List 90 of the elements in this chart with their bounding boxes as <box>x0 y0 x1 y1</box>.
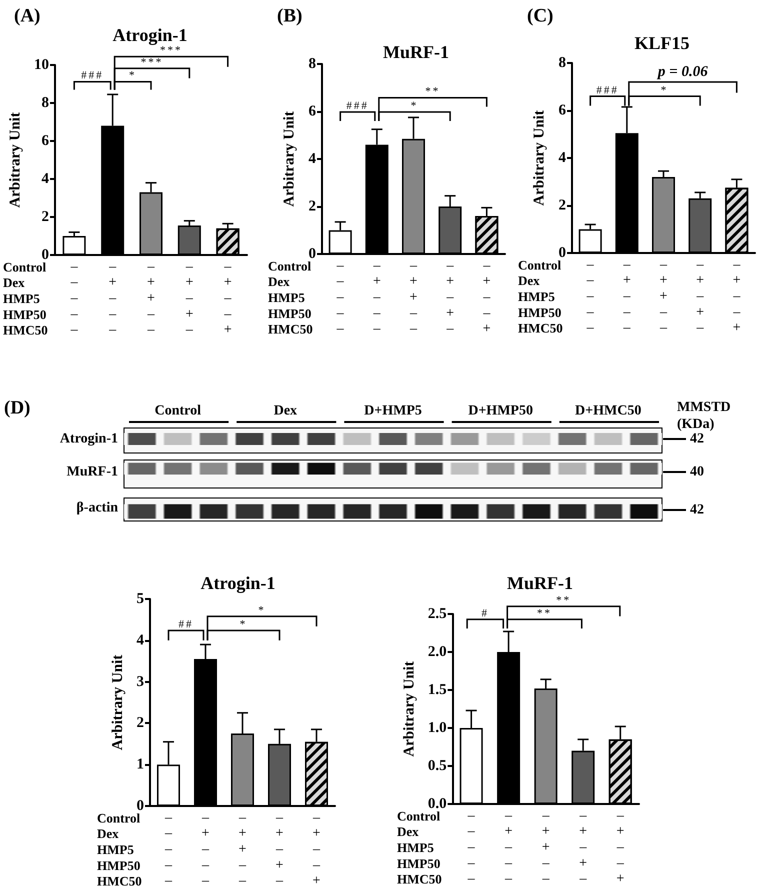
annotation: * <box>129 70 137 82</box>
y-tick-label: 2 <box>308 198 316 214</box>
annotation: ** <box>537 607 552 620</box>
x-tick-label: – – – – – <box>164 810 173 889</box>
chart-title: KLF15 <box>634 33 690 53</box>
y-tick-label: 1.0 <box>428 720 447 736</box>
x-tick-label: – + – – + <box>616 808 625 887</box>
chart-title: Atrogin-1 <box>112 25 188 45</box>
category-label: Atrogin-1 <box>60 432 118 446</box>
y-tick-label: 2.5 <box>428 606 447 622</box>
category-label: D+HMP50 <box>468 404 533 418</box>
y-axis-title: Arbitrary Unit <box>110 654 126 750</box>
text: ** <box>556 594 572 606</box>
text: (B) <box>277 6 302 26</box>
x-tick-label: – + – – + <box>732 257 742 336</box>
chart-title: Atrogin-1 <box>200 573 276 593</box>
y-tick-label: 6 <box>42 133 50 149</box>
y-tick-label: 2 <box>136 715 144 732</box>
chart-title: MuRF-1 <box>383 42 449 62</box>
text: (A) <box>14 6 40 26</box>
x-tick-label: – + – + – <box>184 259 194 338</box>
x-tick-label: – + – – + <box>223 259 232 338</box>
y-tick-label: 1 <box>136 756 144 773</box>
x-tick-label: – – – – – <box>466 808 476 887</box>
x-tick-label: – + – + – <box>578 808 588 887</box>
x-tick-label: – + – – + <box>312 810 321 889</box>
y-tick-label: 10 <box>34 57 49 73</box>
y-tick-label: 4 <box>558 150 566 166</box>
category-label: 42 <box>690 432 704 446</box>
y-tick-label: 1.5 <box>428 682 447 698</box>
x-tick-label: – + + – – <box>659 257 668 336</box>
y-tick-label: 2 <box>42 209 49 225</box>
text: *** <box>160 44 182 57</box>
annotation: ### <box>596 84 619 96</box>
y-tick-label: 4 <box>42 171 50 187</box>
x-tick-label: – + + – – <box>541 808 550 887</box>
category-label: β-actin <box>76 500 118 516</box>
category-label: 42 <box>690 502 704 518</box>
y-tick-label: 4 <box>136 632 144 648</box>
chart-title: MuRF-1 <box>507 573 573 593</box>
x-tick-label: – – – – – <box>70 259 79 338</box>
category-label: MuRF-1 <box>66 464 118 480</box>
annotation: ### <box>81 70 104 82</box>
x-tick-label: – + – – – <box>201 810 210 889</box>
annotation: ** <box>425 86 440 98</box>
x-tick-label: – + + – – <box>146 259 156 338</box>
x-tick-label: – + + – – <box>238 810 247 889</box>
y-tick-label: 2 <box>558 198 566 214</box>
annotation: * <box>240 618 248 630</box>
y-tick-label: 5 <box>136 591 144 607</box>
x-tick-label: – – – – – <box>336 258 345 337</box>
y-tick-label: 8 <box>42 95 49 111</box>
category-label: Control <box>154 404 202 418</box>
x-tick-label: – + – – + <box>482 258 492 337</box>
annotation: p = 0.06 <box>656 64 708 80</box>
y-tick-label: 6 <box>308 104 316 120</box>
text: (D) <box>4 398 30 418</box>
annotation: * <box>258 604 266 616</box>
y-tick-label: 6 <box>558 102 566 118</box>
annotation: ## <box>178 618 194 630</box>
y-axis-title: Arbitrary Unit <box>282 111 298 207</box>
x-tick-label: – + – – – <box>372 258 382 337</box>
category-label: Dex <box>274 404 298 418</box>
annotation: *** <box>140 56 164 68</box>
x-tick-label: – + – + – <box>275 810 284 889</box>
y-tick-label: 4 <box>308 151 316 167</box>
x-tick-label: – + + – – <box>409 258 418 337</box>
category-label: D+HMP5 <box>364 404 422 418</box>
annotation: # <box>481 607 489 620</box>
text: (C) <box>527 6 554 26</box>
annotation: ### <box>346 100 369 112</box>
x-tick-label: – + – + – <box>446 258 455 337</box>
y-axis-title: Arbitrary Unit <box>402 661 418 757</box>
text: MMSTD (KDa) <box>677 400 731 432</box>
y-axis-title: Arbitrary Unit <box>532 110 548 206</box>
category-label: 40 <box>690 464 704 480</box>
annotation: * <box>660 84 668 96</box>
annotation: * <box>410 100 418 112</box>
y-tick-label: 2.0 <box>428 644 447 660</box>
x-tick-label: – + – + – <box>696 257 705 336</box>
y-tick-label: 0.5 <box>428 758 447 774</box>
y-axis-title: Arbitrary Unit <box>8 112 24 208</box>
category-label: D+HMC50 <box>575 404 642 418</box>
x-tick-label: – – – – – <box>586 257 595 336</box>
x-tick-label: – + – – – <box>504 808 514 887</box>
x-tick-label: – + – – – <box>108 259 118 338</box>
y-tick-label: 8 <box>308 56 316 72</box>
y-tick-label: 8 <box>558 55 566 71</box>
y-tick-label: 3 <box>136 674 144 690</box>
x-tick-label: – + – – – <box>622 257 632 336</box>
